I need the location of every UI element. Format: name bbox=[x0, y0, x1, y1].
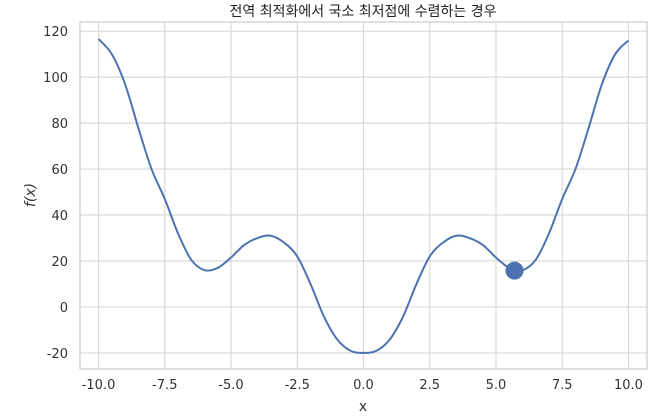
chart-title: 전역 최적화에서 국소 최저점에 수렴하는 경우 bbox=[230, 4, 497, 20]
y-tick-label: -20 bbox=[47, 347, 68, 362]
x-tick-label: 5.0 bbox=[486, 378, 507, 393]
y-tick-label: 80 bbox=[51, 117, 68, 132]
local-minimum-point bbox=[505, 261, 524, 280]
x-tick-label: 2.5 bbox=[419, 378, 440, 393]
x-tick-label: 0.0 bbox=[353, 378, 374, 393]
x-tick-label: -7.5 bbox=[152, 378, 177, 393]
plot-frame bbox=[79, 21, 648, 370]
tick-labels: -10.0 -7.5 -5.0 -2.5 0.0 2.5 5.0 7.5 10.0 -20 0 20 4… bbox=[43, 25, 643, 393]
y-tick-label: 0 bbox=[60, 301, 68, 316]
y-tick-label: 120 bbox=[43, 25, 68, 40]
x-tick-label: -2.5 bbox=[285, 378, 310, 393]
series-line bbox=[97, 38, 630, 354]
y-tick-label: 20 bbox=[51, 255, 68, 270]
y-tick-label: 60 bbox=[51, 163, 68, 178]
x-tick-label: -10.0 bbox=[82, 378, 116, 393]
x-tick-label: -5.0 bbox=[218, 378, 243, 393]
y-tick-label: 100 bbox=[43, 71, 68, 86]
y-tick-label: 40 bbox=[51, 209, 68, 224]
x-axis-label: x bbox=[359, 399, 367, 415]
y-axis-label: f(x) bbox=[23, 183, 39, 207]
grid bbox=[80, 22, 647, 369]
x-tick-label: 10.0 bbox=[614, 378, 643, 393]
x-tick-label: 7.5 bbox=[552, 378, 573, 393]
